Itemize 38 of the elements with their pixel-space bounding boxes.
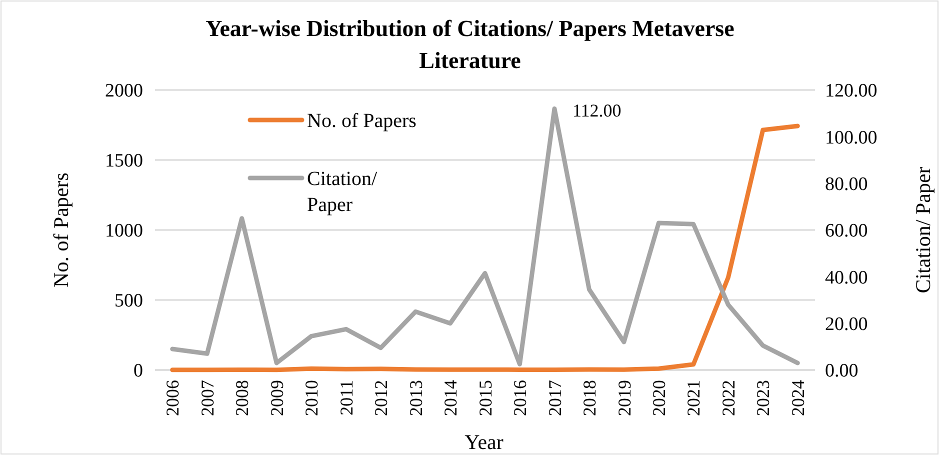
x-tick-label: 2019 [614,380,634,416]
legend-label: No. of Papers [307,110,417,132]
x-tick-label: 2010 [302,380,322,416]
x-tick-label: 2017 [544,380,565,416]
y-axis-title: No. of Papers [49,172,73,288]
y-tick-label: 500 [114,290,143,312]
chart-title: Year-wise Distribution of Citations/ Papers Metaverse Literature [206,16,734,73]
x-tick-label: 2016 [510,380,530,416]
x-tick-label: 2006 [162,380,183,416]
y2-tick-label: 40.00 [825,267,868,288]
x-tick-label: 2022 [718,380,738,416]
x-tick-label: 2020 [648,380,669,416]
x-tick-label: 2009 [266,380,287,416]
x-tick-label: 2021 [684,380,704,416]
y2-tick-label: 80.00 [825,174,868,195]
x-tick-label: 2023 [753,380,774,416]
y-tick-label: 1500 [105,150,143,172]
x-tick-label: 2008 [232,380,252,416]
legend-label: Citation/ Paper [307,168,378,216]
y2-tick-label: 120.00 [825,80,878,102]
x-tick-label: 2012 [371,380,392,416]
y2-tick-label: 20.00 [825,314,868,335]
x-tick-label: 2014 [440,380,461,416]
x-tick-label: 2024 [788,380,808,416]
y-tick-label: 1000 [105,220,143,242]
x-axis-title: Year [464,430,504,454]
y2-axis-title: Citation/ Paper [911,166,935,294]
y-tick-label: 0 [134,360,143,382]
x-tick-label: 2007 [197,380,218,416]
x-tick-label: 2018 [580,380,600,416]
x-tick-label: 2011 [336,380,356,416]
y2-tick-label: 0.00 [825,360,858,382]
y2-tick-label: 60.00 [825,220,868,242]
y-tick-label: 2000 [105,80,143,102]
data-label: 112.00 [572,100,622,121]
x-tick-label: 2015 [475,380,496,416]
y2-tick-label: 100.00 [825,127,878,148]
x-tick-label: 2013 [406,380,426,416]
